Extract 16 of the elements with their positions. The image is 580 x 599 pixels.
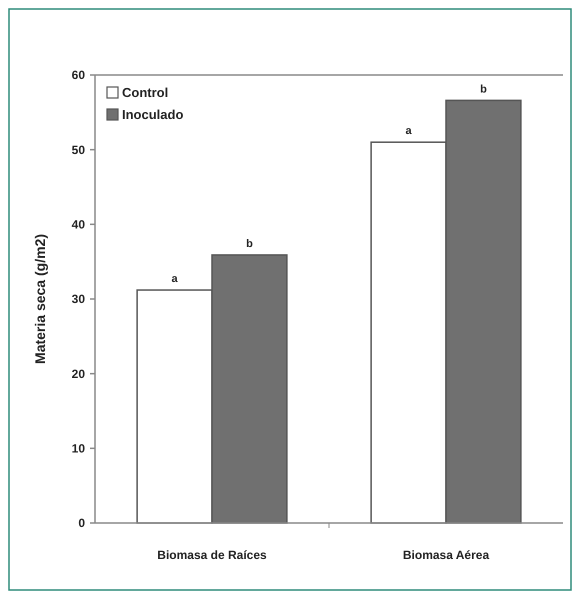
y-axis-title: Materia seca (g/m2) (32, 234, 48, 364)
x-tick-label: Biomasa Aérea (402, 548, 490, 562)
legend-label: Inoculado (122, 107, 184, 122)
annotation: b (246, 238, 254, 250)
y-tick-label: 40 (72, 218, 86, 232)
y-tick-label: 20 (72, 366, 86, 381)
annotation: b (480, 83, 488, 96)
y-tick-label: 10 (72, 442, 86, 456)
annotation: a (171, 273, 178, 286)
y-tick-label: 0 (78, 516, 86, 530)
annotation: a (405, 125, 412, 138)
y-tick-label: 50 (72, 142, 86, 157)
y-tick-label: 60 (72, 68, 86, 82)
x-tick-label: Biomasa de Raíces (157, 548, 268, 562)
y-tick-label: 30 (72, 292, 86, 306)
legend-label: Control (122, 85, 168, 100)
